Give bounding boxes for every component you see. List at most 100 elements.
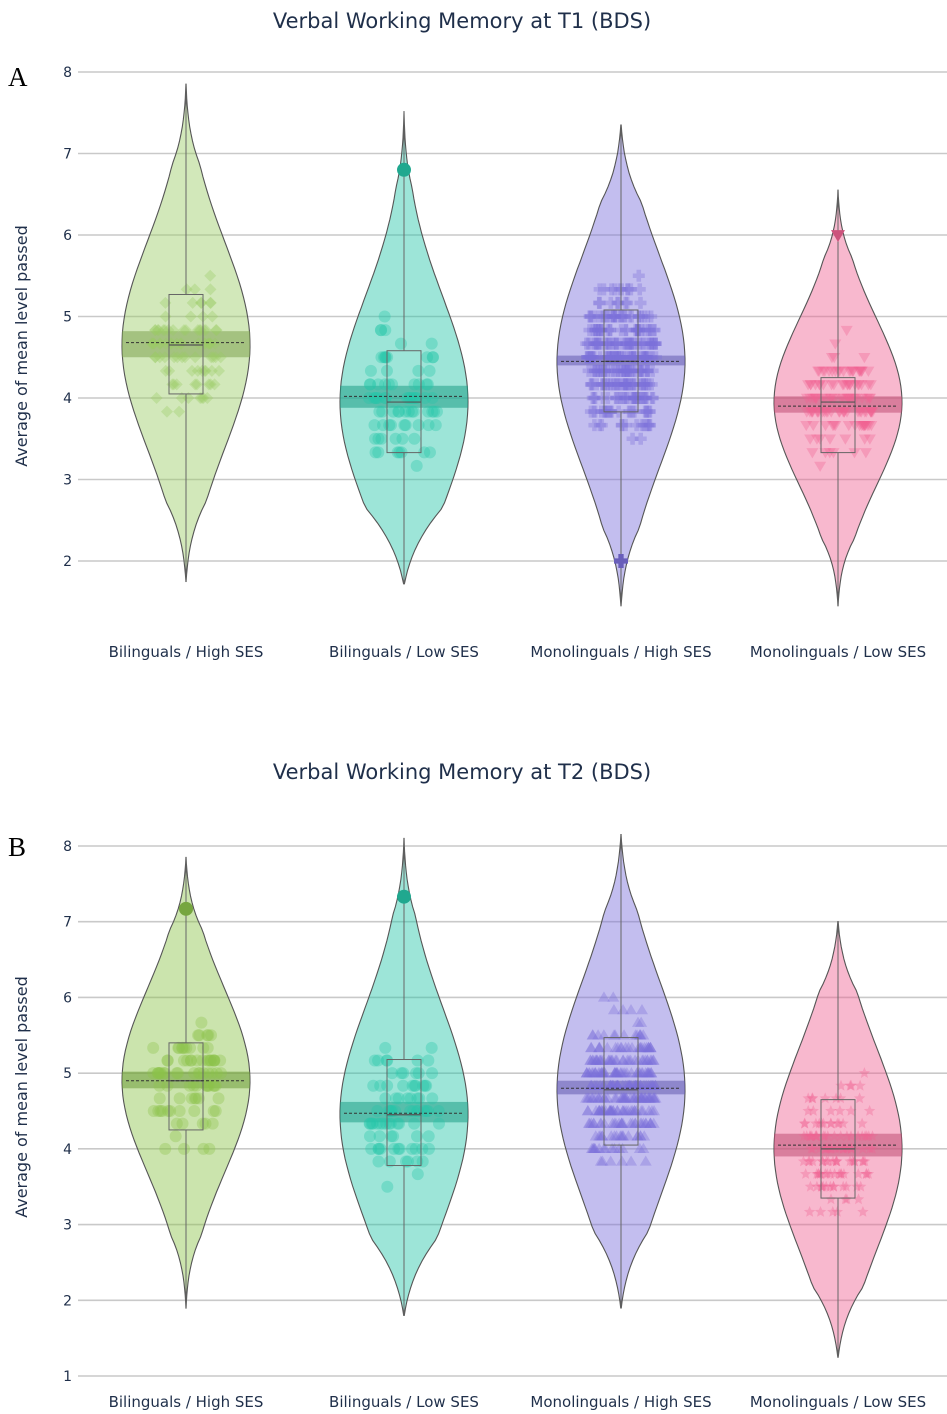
data-point — [622, 1130, 635, 1141]
data-point — [842, 420, 855, 432]
data-point — [372, 378, 385, 391]
data-point — [844, 1155, 856, 1167]
data-point — [412, 364, 425, 377]
data-point — [426, 351, 439, 364]
data-point — [586, 364, 599, 377]
data-point — [588, 337, 601, 350]
data-point — [607, 1105, 620, 1116]
data-point — [593, 419, 606, 432]
data-point — [623, 310, 636, 323]
data-point — [371, 1117, 384, 1130]
data-point — [635, 1041, 648, 1053]
data-point — [184, 310, 197, 323]
data-point — [593, 1067, 606, 1078]
violin-3 — [556, 834, 686, 1309]
data-point — [207, 1105, 220, 1117]
data-point — [604, 310, 617, 323]
data-point — [837, 380, 850, 391]
data-point — [145, 337, 158, 350]
data-point — [640, 405, 653, 418]
data-point — [801, 1130, 813, 1142]
data-point — [214, 1067, 227, 1080]
data-point — [148, 337, 161, 350]
y-tick-label: 5 — [63, 1066, 72, 1082]
data-point — [208, 378, 221, 391]
data-point — [587, 351, 600, 364]
data-point — [648, 337, 661, 350]
data-point — [375, 324, 388, 337]
data-point — [614, 1067, 627, 1078]
data-point — [800, 393, 813, 404]
data-point — [597, 283, 610, 296]
data-point — [629, 1079, 642, 1090]
data-point — [819, 1168, 831, 1179]
data-point — [645, 1067, 658, 1078]
data-point — [863, 1130, 875, 1142]
data-point — [635, 1067, 648, 1078]
data-point — [425, 1041, 438, 1054]
data-point — [850, 393, 863, 404]
data-point — [636, 1067, 649, 1078]
data-point — [844, 366, 857, 377]
data-point — [373, 405, 386, 418]
data-point — [151, 1067, 164, 1080]
data-point — [591, 364, 604, 377]
data-point — [583, 1117, 596, 1128]
data-point — [204, 1054, 217, 1067]
data-point — [588, 364, 601, 377]
data-point — [827, 380, 840, 391]
data-point — [646, 392, 659, 404]
data-point — [214, 351, 227, 364]
data-point — [585, 378, 598, 391]
data-point — [643, 324, 656, 337]
data-point — [198, 337, 211, 350]
data-point — [581, 1105, 594, 1116]
data-point — [632, 324, 645, 337]
data-point — [813, 434, 826, 445]
data-point — [604, 296, 617, 309]
data-point — [641, 351, 654, 364]
data-point — [213, 364, 226, 377]
data-point — [596, 1155, 609, 1166]
panel-label: B — [8, 832, 26, 862]
data-point — [611, 1079, 624, 1090]
data-point — [816, 1155, 829, 1167]
data-point — [627, 351, 640, 364]
data-point — [401, 392, 414, 404]
data-point — [622, 1041, 635, 1053]
data-point — [180, 1041, 193, 1054]
data-point — [639, 1155, 652, 1166]
data-point — [607, 378, 620, 391]
data-point — [389, 1092, 402, 1105]
data-point — [638, 351, 651, 364]
data-point — [146, 337, 159, 350]
data-point — [584, 351, 597, 364]
data-point — [610, 1067, 623, 1078]
data-point — [406, 1079, 419, 1092]
data-point — [839, 1193, 852, 1205]
data-point — [209, 1105, 222, 1117]
data-point — [194, 324, 207, 337]
data-point — [610, 351, 623, 364]
data-point — [638, 324, 651, 337]
violin-1 — [121, 83, 251, 583]
data-point — [592, 324, 605, 337]
data-point — [586, 1029, 599, 1040]
data-point — [615, 419, 628, 432]
data-point — [636, 324, 649, 337]
data-point — [176, 1041, 189, 1054]
data-point — [597, 991, 610, 1002]
data-point — [201, 1029, 214, 1042]
data-point — [861, 1130, 873, 1142]
data-point — [192, 1092, 205, 1105]
data-point — [592, 337, 605, 350]
data-point — [835, 1130, 847, 1142]
data-point — [624, 283, 637, 296]
data-point — [195, 296, 208, 309]
data-point — [401, 1092, 414, 1105]
data-point — [200, 1079, 213, 1092]
data-point — [615, 1130, 628, 1141]
data-point — [636, 1054, 649, 1065]
data-point — [604, 1105, 617, 1116]
data-point — [624, 1117, 637, 1128]
